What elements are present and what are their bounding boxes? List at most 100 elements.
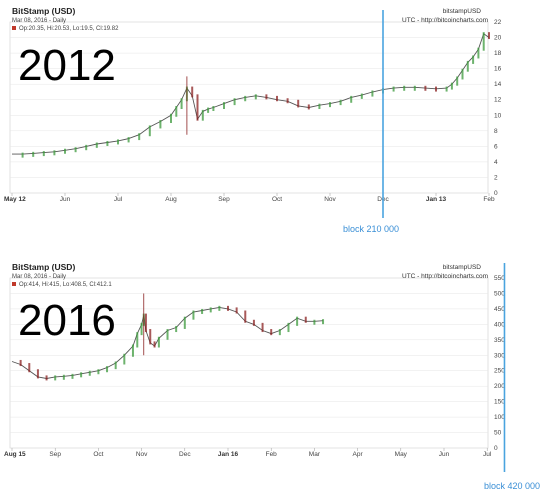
price-candle [45,375,48,381]
price-candle [456,76,459,86]
x-tick-label: Sep [49,451,61,458]
price-candle [339,99,342,106]
price-candle [304,316,307,323]
year-label: 2016 [18,296,116,345]
price-candle [144,313,147,333]
price-series [11,293,325,381]
y-tick-label: 450 [494,306,505,313]
price-candle [54,375,57,381]
price-candle [209,307,212,313]
price-candle [149,329,152,345]
price-candle [170,113,172,123]
price-candle [36,369,39,379]
y-tick-label: 500 [494,290,505,297]
price-candle [62,374,65,380]
y-tick-label: 100 [494,414,505,421]
price-candle [477,47,480,59]
price-candle [322,319,325,325]
x-tick-label: Sep [218,196,230,203]
x-tick-label: Jun [60,196,71,203]
price-candle [307,104,310,110]
chart-panel-2012: BitStamp (USD) Mar 08, 2016 - Daily Op:2… [4,6,502,203]
price-candle [233,98,236,106]
price-candle [148,125,151,137]
price-candle [244,95,247,102]
grid-lines [10,21,488,194]
y-tick-label: 12 [494,97,502,104]
y-tick-label: 4 [494,159,498,166]
y-tick-label: 350 [494,337,505,344]
price-candle [296,316,299,326]
price-candle [32,151,35,157]
x-tick-label: Aug [165,196,177,203]
price-candle [140,322,143,336]
y-tick-label: 18 [494,50,502,57]
ohlc-marker [12,26,16,30]
price-candle [270,329,273,336]
price-candle [212,106,215,111]
y-axis-ticks: 0 50 100 150 200 250 300 350 400 450 500 550 [494,275,505,452]
price-candle [42,151,45,157]
price-candle [218,305,221,311]
x-tick-label: Dec [179,451,191,458]
ohlc-readout: Op:414, Hi:415, Lo:408.5, Cl:412.1 [19,282,112,288]
x-tick-label: Jun [439,451,450,458]
price-candle [244,310,247,323]
price-candle [488,32,490,40]
price-candle [261,322,264,333]
x-tick-label: Feb [266,451,278,458]
price-candle [159,119,162,129]
price-candle [207,107,210,113]
x-tick-label: Apr [353,451,364,458]
price-candle [265,94,268,100]
y-tick-label: 550 [494,275,505,282]
price-candle [297,99,300,108]
price-candle [180,98,183,109]
price-candle [175,325,178,333]
price-candle [278,329,281,336]
x-tick-label: Feb [483,196,495,203]
y-tick-label: 16 [494,66,502,73]
x-tick-label: Jan 16 [218,451,239,458]
year-label: 2012 [18,41,116,90]
price-candle [192,310,195,320]
chart-title: BitStamp (USD) [12,6,75,16]
price-candle [123,353,126,365]
price-candle [64,148,66,154]
price-candle [450,82,453,90]
y-tick-label: 20 [494,35,502,42]
x-tick-label: Aug 15 [4,451,26,458]
block-420000-label: block 420 000 [484,481,540,491]
price-candle [136,332,139,348]
price-candle [329,102,331,108]
grid-lines [10,277,488,449]
price-candle [106,366,109,373]
y-tick-label: 22 [494,19,502,26]
price-line [12,32,490,155]
price-candle [19,359,22,367]
y-tick-label: 0 [494,190,498,197]
price-candle [445,86,448,92]
x-axis-ticks: Aug 15 Sep Oct Nov Dec Jan 16 Feb Mar Apr May Jun J… [4,448,492,458]
y-tick-label: 200 [494,383,505,390]
price-candle [371,90,374,97]
x-tick-label: May [395,451,408,458]
y-tick-label: 250 [494,368,505,375]
source-name: bitstampUSD [443,8,482,15]
price-candle [127,137,130,143]
price-candle [157,336,160,348]
price-candle [424,85,427,91]
chart-panel-2016: BitStamp (USD) Mar 08, 2016 - Daily Op:4… [4,262,505,458]
source-note: UTC - http://bitcoincharts.com [402,273,488,280]
ohlc-readout: Op:20.35, Hi:20.53, Lo:19.5, Cl:19.82 [19,26,119,32]
price-candle [313,319,316,325]
y-tick-label: 14 [494,81,502,88]
y-tick-label: 6 [494,143,498,150]
price-series [12,32,490,158]
price-candle [166,329,169,340]
price-candle [117,139,119,145]
price-candle [85,144,88,151]
x-tick-label: Nov [136,451,148,458]
x-tick-label: Jul [483,451,492,458]
